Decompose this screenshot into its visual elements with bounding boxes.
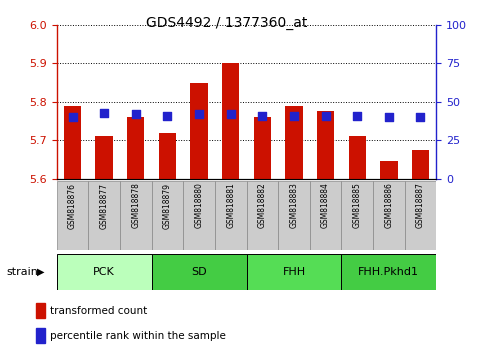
Point (227, 111, 235, 117)
FancyBboxPatch shape (215, 181, 246, 250)
Text: GSM818883: GSM818883 (289, 183, 298, 228)
FancyBboxPatch shape (310, 181, 341, 250)
Bar (96, 136, 113, 179)
Point (195, 111, 203, 117)
Text: transformed count: transformed count (50, 306, 147, 316)
FancyBboxPatch shape (120, 181, 152, 250)
Bar (412, 150, 429, 179)
Text: GSM818880: GSM818880 (195, 183, 204, 228)
FancyBboxPatch shape (183, 181, 215, 250)
Point (353, 113, 361, 119)
Text: GSM818878: GSM818878 (131, 183, 141, 228)
Text: GSM818876: GSM818876 (68, 183, 77, 229)
Bar (285, 105, 303, 179)
Point (321, 113, 329, 119)
FancyBboxPatch shape (88, 181, 120, 250)
Bar (349, 136, 366, 179)
Bar (380, 161, 397, 179)
FancyBboxPatch shape (57, 181, 88, 250)
Text: GSM818884: GSM818884 (321, 183, 330, 228)
Point (132, 111, 140, 117)
Point (69, 114, 76, 120)
Text: GSM818885: GSM818885 (352, 183, 362, 228)
Bar (64, 105, 81, 179)
Text: GSM818886: GSM818886 (385, 183, 393, 228)
FancyBboxPatch shape (57, 254, 152, 290)
Point (258, 113, 266, 119)
Bar (190, 82, 208, 179)
Text: GSM818879: GSM818879 (163, 183, 172, 229)
Text: strain: strain (7, 267, 39, 277)
Bar (253, 117, 271, 179)
Bar (317, 112, 334, 179)
Bar (36, 328, 45, 343)
Text: GSM818882: GSM818882 (258, 183, 267, 228)
Text: GSM818881: GSM818881 (226, 183, 235, 228)
Bar (222, 63, 240, 179)
FancyBboxPatch shape (246, 254, 341, 290)
Text: GSM818887: GSM818887 (416, 183, 425, 228)
FancyBboxPatch shape (405, 181, 436, 250)
Bar (127, 117, 144, 179)
Text: GDS4492 / 1377360_at: GDS4492 / 1377360_at (146, 16, 308, 30)
Text: percentile rank within the sample: percentile rank within the sample (50, 331, 226, 341)
FancyBboxPatch shape (341, 254, 436, 290)
Text: FHH: FHH (282, 267, 306, 277)
FancyBboxPatch shape (152, 181, 183, 250)
FancyBboxPatch shape (152, 254, 246, 290)
Text: PCK: PCK (93, 267, 115, 277)
Point (290, 113, 298, 119)
Text: FHH.Pkhd1: FHH.Pkhd1 (358, 267, 420, 277)
Point (417, 114, 424, 120)
Bar (159, 132, 176, 179)
FancyBboxPatch shape (278, 181, 310, 250)
FancyBboxPatch shape (373, 181, 405, 250)
Point (164, 113, 172, 119)
Text: SD: SD (191, 267, 207, 277)
FancyBboxPatch shape (246, 181, 278, 250)
Text: ▶: ▶ (37, 267, 44, 277)
FancyBboxPatch shape (341, 181, 373, 250)
Point (100, 110, 108, 115)
Text: GSM818877: GSM818877 (100, 183, 108, 229)
Point (385, 114, 393, 120)
Bar (36, 303, 45, 318)
